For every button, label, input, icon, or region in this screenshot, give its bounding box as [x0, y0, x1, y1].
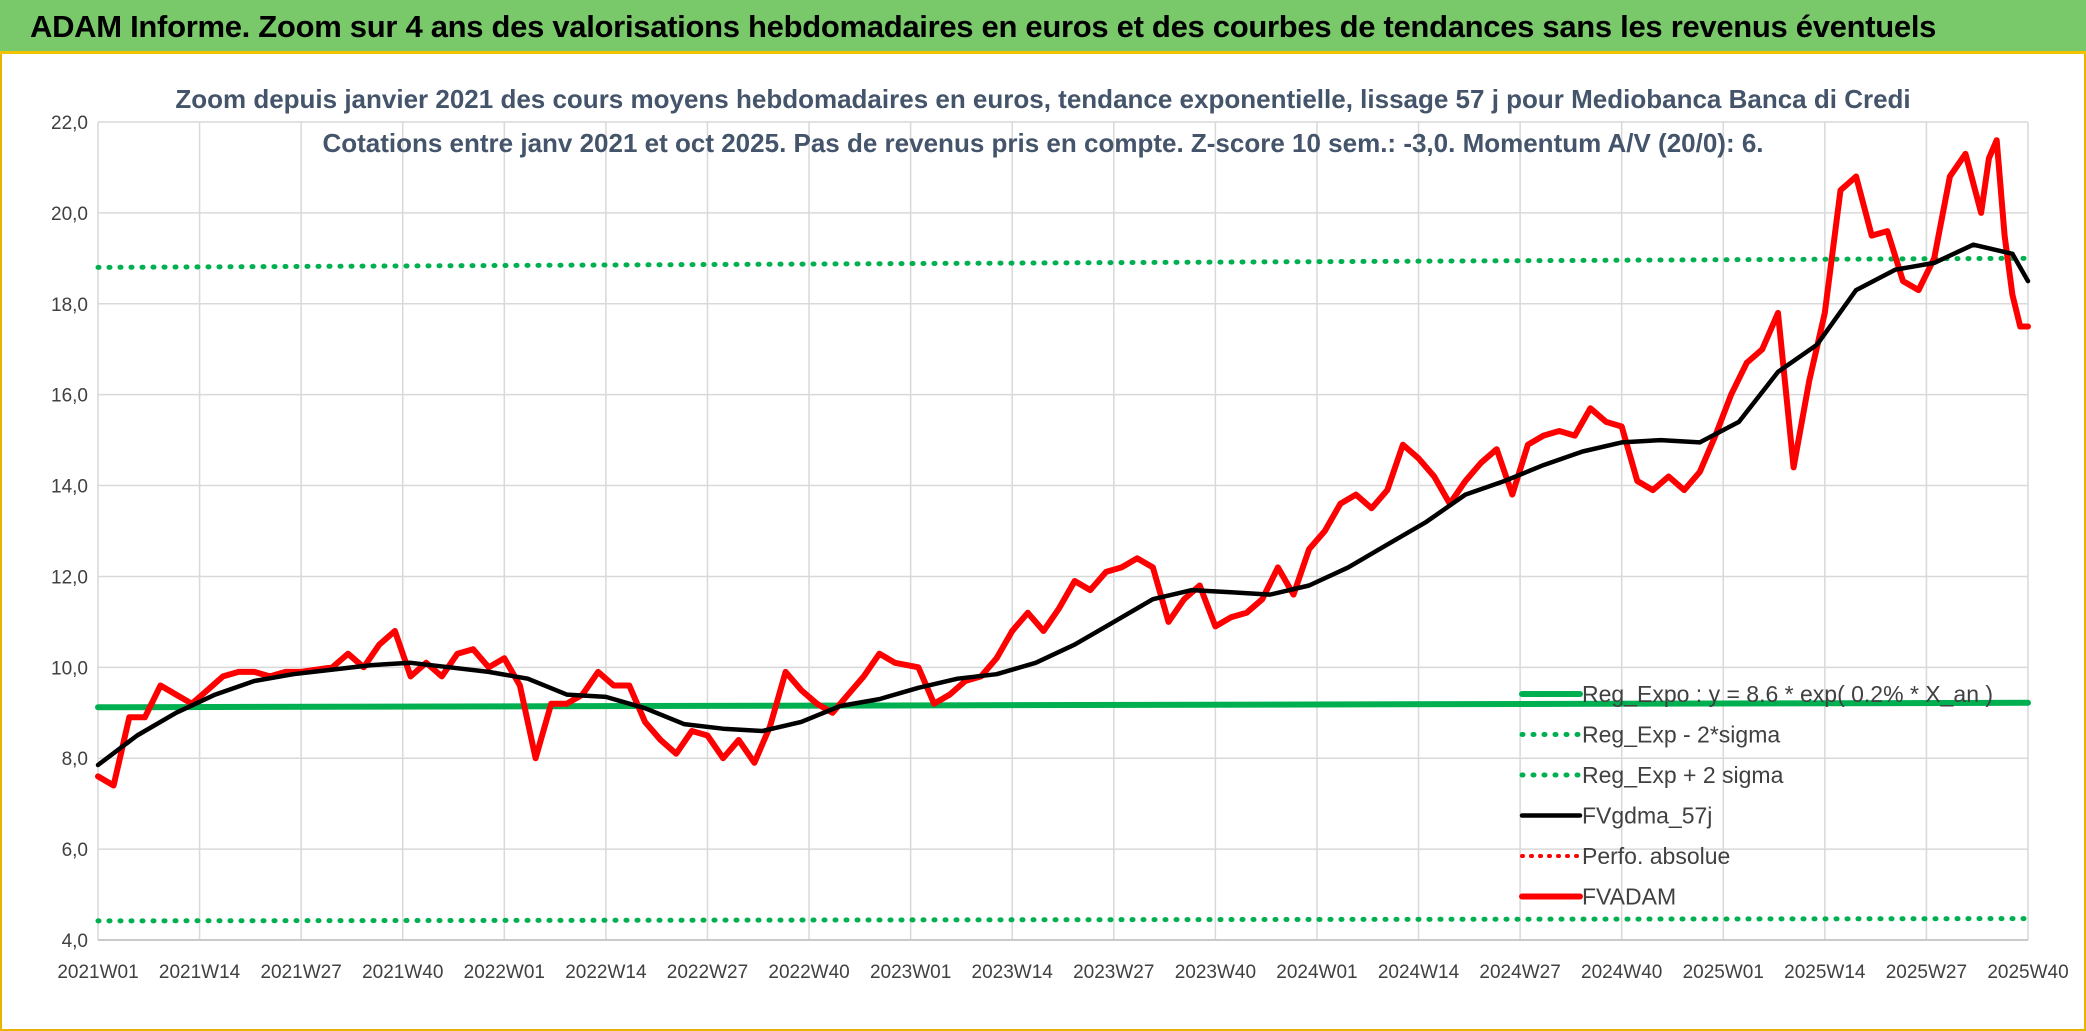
y-tick-label: 20,0	[51, 204, 88, 225]
x-tick-label: 2023W14	[972, 962, 1054, 983]
series-line-2	[95, 255, 2031, 270]
x-tick-label: 2024W27	[1479, 962, 1560, 983]
y-tick-label: 14,0	[51, 477, 88, 498]
legend-label: Reg_Exp + 2 sigma	[1582, 762, 1784, 788]
series-lines	[95, 137, 2031, 924]
banner-title: ADAM Informe. Zoom sur 4 ans des valoris…	[30, 9, 1937, 44]
chart-frame	[0, 54, 2086, 1031]
legend-label: Reg_Expo : y = 8.6 * exp( 0.2% * X_an )	[1582, 681, 1993, 707]
x-tick-label: 2025W01	[1683, 962, 1764, 983]
chart-subtitle: Cotations entre janv 2021 et oct 2025. P…	[322, 128, 1763, 158]
legend-label: FVADAM	[1582, 884, 1676, 910]
title-banner: ADAM Informe. Zoom sur 4 ans des valoris…	[0, 0, 2086, 54]
x-tick-label: 2021W01	[57, 962, 138, 983]
x-tick-label: 2021W40	[362, 962, 443, 983]
x-tick-label: 2024W14	[1378, 962, 1460, 983]
y-tick-label: 4,0	[62, 931, 88, 952]
x-tick-label: 2021W27	[260, 962, 341, 983]
x-tick-label: 2022W01	[464, 962, 545, 983]
x-tick-label: 2024W01	[1276, 962, 1357, 983]
x-tick-label: 2022W14	[565, 962, 647, 983]
legend-label: Reg_Exp - 2*sigma	[1582, 722, 1780, 748]
x-axis-ticks: 2021W01 2021W14 2021W27 2021W40 2022W01 2022W…	[57, 962, 2068, 983]
x-tick-label: 2023W27	[1073, 962, 1154, 983]
gridlines	[97, 121, 2029, 941]
y-tick-label: 12,0	[51, 567, 88, 588]
chart-title: Zoom depuis janvier 2021 des cours moyen…	[175, 84, 1910, 114]
series-line-3	[95, 242, 2031, 768]
x-tick-label: 2025W27	[1886, 962, 1967, 983]
series-line-0	[95, 699, 2031, 711]
x-tick-label: 2021W14	[159, 962, 241, 983]
x-tick-label: 2022W40	[768, 962, 849, 983]
y-tick-label: 8,0	[62, 749, 88, 770]
legend: Reg_Expo : y = 8.6 * exp( 0.2% * X_an ) R…	[1519, 681, 1993, 910]
x-tick-label: 2025W14	[1784, 962, 1866, 983]
legend-label: FVgdma_57j	[1582, 803, 1712, 829]
y-tick-label: 16,0	[51, 386, 88, 407]
x-tick-label: 2023W01	[870, 962, 951, 983]
y-tick-label: 10,0	[51, 658, 88, 679]
y-tick-label: 22,0	[51, 113, 88, 134]
y-axis-ticks: 4,0 6,0 8,0 10,0 12,0 14,0 16,0 18,0 20,0 22,0	[51, 113, 88, 952]
x-tick-label: 2022W27	[667, 962, 748, 983]
x-tick-label: 2025W40	[1987, 962, 2068, 983]
series-line-1	[95, 916, 2031, 924]
legend-label: Perfo. absolue	[1582, 843, 1730, 869]
y-tick-label: 6,0	[62, 840, 88, 861]
y-tick-label: 18,0	[51, 295, 88, 316]
x-tick-label: 2023W40	[1175, 962, 1256, 983]
x-tick-label: 2024W40	[1581, 962, 1662, 983]
